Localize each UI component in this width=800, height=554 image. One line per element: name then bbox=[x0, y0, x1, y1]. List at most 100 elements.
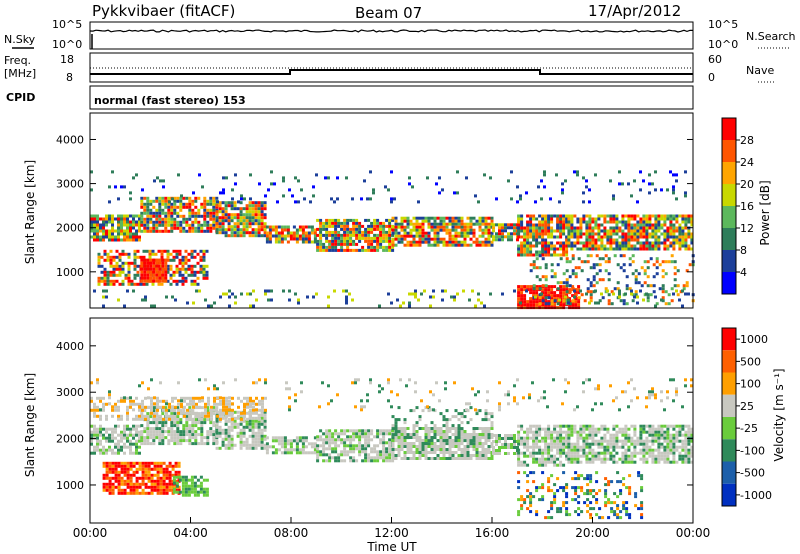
power-cell bbox=[481, 240, 485, 244]
power-cell bbox=[469, 243, 473, 247]
power-cell bbox=[257, 228, 261, 232]
power-cell bbox=[487, 237, 491, 241]
velocity-cell bbox=[117, 433, 120, 437]
power-cell bbox=[630, 292, 633, 296]
power-cell bbox=[146, 223, 150, 227]
power-cell bbox=[227, 204, 231, 208]
power-cell bbox=[547, 294, 551, 298]
velocity-cell bbox=[209, 421, 213, 425]
power-cell bbox=[519, 301, 522, 305]
power-cell bbox=[648, 232, 652, 236]
power-cell bbox=[112, 264, 116, 268]
velocity-cell bbox=[123, 424, 126, 428]
power-cell bbox=[627, 214, 631, 218]
power-cell bbox=[403, 237, 407, 241]
power-cell bbox=[630, 229, 634, 233]
power-cell bbox=[209, 229, 213, 233]
power-cell bbox=[675, 179, 678, 183]
power-cell bbox=[462, 289, 465, 293]
power-cell bbox=[640, 284, 644, 288]
power-cell bbox=[132, 214, 135, 218]
velocity-cell bbox=[424, 442, 428, 445]
power-cell bbox=[218, 222, 222, 226]
velocity-cell bbox=[672, 427, 676, 431]
power-cell bbox=[181, 258, 185, 262]
power-cell bbox=[520, 229, 524, 233]
velocity-cell bbox=[687, 451, 691, 455]
velocity-cell bbox=[364, 447, 368, 451]
velocity-cell bbox=[191, 421, 195, 425]
velocity-cell bbox=[204, 411, 207, 415]
power-cell bbox=[158, 196, 162, 200]
velocity-cell bbox=[460, 448, 464, 451]
velocity-cell bbox=[573, 427, 577, 431]
velocity-cell bbox=[249, 402, 252, 406]
power-cell bbox=[469, 237, 473, 241]
power-cell bbox=[394, 231, 398, 235]
power-cell bbox=[550, 217, 554, 221]
velocity-cell bbox=[108, 448, 111, 452]
power-cell bbox=[409, 240, 413, 244]
velocity-cell bbox=[615, 445, 619, 449]
power-cell bbox=[319, 230, 323, 234]
velocity-cell bbox=[248, 416, 252, 420]
velocity-cell bbox=[147, 417, 150, 421]
power-cell bbox=[297, 179, 300, 183]
velocity-cell bbox=[286, 451, 290, 455]
power-cell bbox=[382, 236, 386, 240]
power-cell bbox=[105, 235, 108, 239]
power-cell bbox=[135, 223, 138, 227]
power-cell bbox=[155, 270, 159, 274]
power-cell bbox=[687, 235, 691, 239]
velocity-cell bbox=[343, 459, 347, 463]
velocity-cell bbox=[331, 432, 335, 436]
velocity-cell bbox=[654, 460, 658, 464]
power-cell bbox=[621, 235, 625, 239]
power-cell bbox=[573, 226, 577, 230]
velocity-cell bbox=[532, 457, 536, 461]
power-cell bbox=[227, 228, 231, 232]
power-cell bbox=[218, 225, 222, 229]
velocity-cell bbox=[400, 457, 404, 460]
velocity-cell bbox=[606, 439, 610, 443]
power-cell bbox=[457, 222, 461, 226]
power-cell bbox=[538, 226, 542, 230]
power-cell bbox=[550, 275, 554, 279]
power-cell bbox=[480, 301, 483, 305]
velocity-cell bbox=[182, 430, 186, 434]
power-cell bbox=[466, 225, 470, 229]
power-cell bbox=[133, 276, 137, 280]
power-cell bbox=[684, 238, 688, 242]
power-cell bbox=[523, 235, 527, 239]
velocity-cell bbox=[547, 427, 551, 431]
velocity-cell bbox=[559, 427, 563, 431]
power-cell bbox=[663, 229, 667, 233]
power-cell bbox=[194, 205, 198, 209]
velocity-cell bbox=[666, 451, 670, 455]
power-cell bbox=[520, 235, 524, 239]
power-cell bbox=[625, 275, 629, 279]
station-title: Pykkvibaer (fitACF) bbox=[92, 2, 235, 20]
power-cell bbox=[158, 208, 162, 212]
velocity-cell bbox=[93, 448, 96, 452]
power-cell bbox=[138, 229, 141, 233]
velocity-cell bbox=[120, 470, 124, 474]
power-cell bbox=[215, 213, 219, 217]
velocity-cell bbox=[316, 450, 320, 454]
power-cell bbox=[182, 202, 186, 206]
power-cell bbox=[469, 216, 473, 220]
velocity-cell bbox=[198, 417, 201, 421]
power-cell bbox=[155, 217, 159, 221]
power-cell bbox=[267, 289, 270, 293]
velocity-cell bbox=[156, 396, 159, 400]
power-cell bbox=[257, 234, 261, 238]
power-cell bbox=[136, 249, 140, 253]
power-cell bbox=[418, 216, 422, 220]
power-cell bbox=[184, 258, 188, 262]
power-cell bbox=[346, 227, 350, 231]
power-cell bbox=[562, 253, 566, 257]
velocity-cell bbox=[424, 436, 428, 439]
power-cell bbox=[636, 200, 639, 204]
power-cell bbox=[687, 247, 691, 251]
velocity-cell bbox=[170, 439, 174, 443]
